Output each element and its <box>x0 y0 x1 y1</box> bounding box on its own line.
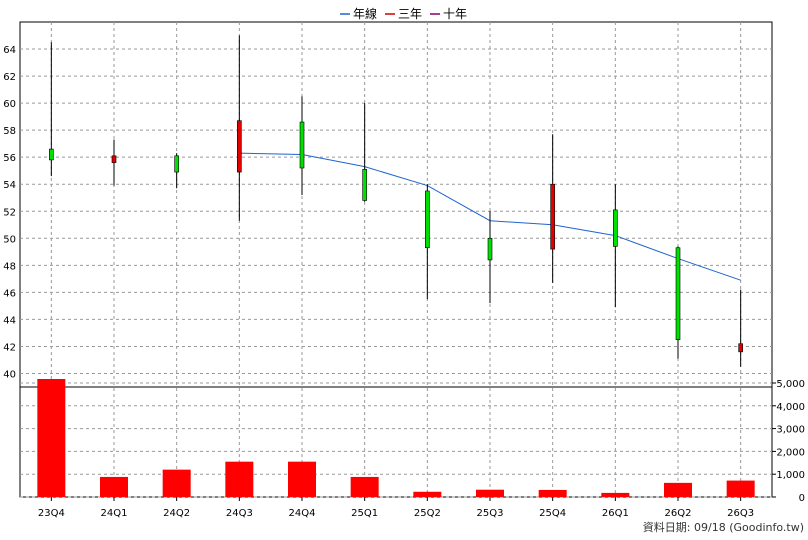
price-tick-label: 42 <box>3 342 16 353</box>
candle-body <box>425 190 430 249</box>
x-tick-label: 26Q3 <box>727 508 754 519</box>
volume-bar <box>350 476 379 497</box>
volume-bar <box>162 469 191 497</box>
candle-body <box>49 148 54 161</box>
volume-bar <box>37 379 66 497</box>
price-tick-label: 60 <box>3 99 16 110</box>
x-tick-label: 23Q4 <box>38 508 65 519</box>
x-tick-label: 24Q3 <box>226 508 253 519</box>
x-tick-label: 24Q1 <box>101 508 128 519</box>
x-tick-label: 25Q2 <box>414 508 441 519</box>
candle-body <box>299 121 305 169</box>
volume-bar <box>601 492 630 497</box>
volume-bar <box>476 489 504 497</box>
price-tick-label: 48 <box>3 261 16 272</box>
price-tick-label: 58 <box>3 126 16 137</box>
price-tick-label: 46 <box>3 288 16 299</box>
volume-bar <box>100 476 128 497</box>
volume-bar <box>225 461 254 497</box>
candle-body <box>487 237 493 261</box>
volume-bar <box>413 491 442 497</box>
price-plot-frame <box>19 21 773 388</box>
candle-body <box>174 155 179 173</box>
price-axis-ticks: 40 42 44 46 48 50 52 54 56 58 60 62 64 <box>3 45 16 380</box>
legend-label: 十年 <box>443 7 467 21</box>
price-tick-label: 62 <box>3 72 16 83</box>
price-tick-label: 50 <box>3 234 16 245</box>
volume-bars <box>37 379 755 497</box>
x-tick-label: 26Q2 <box>665 508 692 519</box>
legend-label: 年線 <box>353 6 377 21</box>
price-tick-label: 54 <box>3 180 16 191</box>
volume-tick-label: 3,000 <box>776 425 805 436</box>
candles <box>49 35 743 367</box>
price-tick-label: 52 <box>3 207 16 218</box>
x-tick-label: 25Q1 <box>351 508 378 519</box>
price-tick-label: 44 <box>3 315 16 326</box>
price-tick-label: 40 <box>3 369 16 380</box>
x-tick-label: 24Q2 <box>163 508 190 519</box>
volume-bar <box>288 461 316 497</box>
candle-body <box>550 183 555 250</box>
data-date-footer: 資料日期: 09/18 (Goodinfo.tw) <box>643 520 804 534</box>
x-tick-label: 25Q4 <box>539 508 566 519</box>
volume-tick-label: 4,000 <box>776 402 805 413</box>
candle-body <box>111 155 117 163</box>
x-tick-label: 25Q3 <box>477 508 504 519</box>
price-tick-label: 64 <box>3 45 16 56</box>
volume-tick-label: 0 <box>799 493 805 504</box>
volume-bar <box>664 482 692 497</box>
candle-body <box>362 169 367 201</box>
x-axis-ticks: 23Q4 24Q1 24Q2 24Q3 24Q4 25Q1 25Q2 25Q3 25Q4 26Q1… <box>38 497 754 519</box>
grid-lines <box>20 22 772 498</box>
price-tick-label: 56 <box>3 153 16 164</box>
x-tick-label: 26Q1 <box>602 508 629 519</box>
legend-label: 三年 <box>398 7 422 21</box>
candle-body <box>613 209 618 247</box>
volume-tick-label: 1,000 <box>776 470 805 481</box>
candle-body <box>237 120 242 173</box>
volume-bar <box>726 480 755 497</box>
legend: 年線 三年 十年 <box>340 6 467 21</box>
candle-body <box>675 247 681 340</box>
volume-tick-label: 5,000 <box>776 379 805 390</box>
candle-body <box>738 343 743 353</box>
volume-axis-ticks: 0 1,000 2,000 3,000 4,000 5,000 <box>772 379 805 504</box>
x-tick-label: 24Q4 <box>289 508 316 519</box>
volume-tick-label: 2,000 <box>776 447 805 458</box>
volume-bar <box>538 489 567 497</box>
volume-plot-frame <box>19 386 773 498</box>
